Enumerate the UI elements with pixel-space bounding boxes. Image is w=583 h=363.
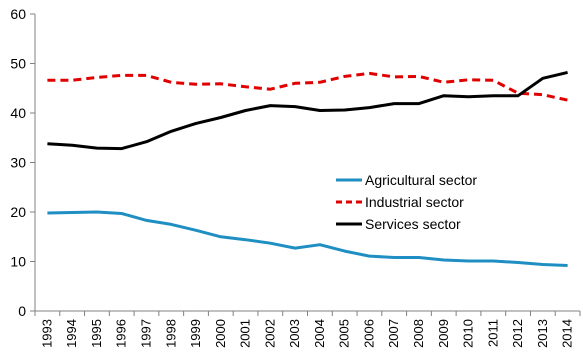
legend-label: Industrial sector [365, 194, 464, 210]
series-line-0 [47, 210, 568, 267]
x-tick-label: 2010 [461, 319, 476, 348]
x-tick-label: 1999 [188, 319, 203, 348]
x-tick-label: 1997 [138, 319, 153, 348]
x-tick-label: 2004 [312, 319, 327, 348]
y-tick-label: 10 [10, 254, 26, 270]
x-tick-label: 2013 [535, 319, 550, 348]
x-tick-label: 1998 [163, 319, 178, 348]
series-line-1 [47, 71, 568, 102]
x-tick-label: 2011 [485, 319, 500, 347]
y-tick-label: 30 [10, 155, 26, 171]
legend-label: Services sector [365, 216, 461, 232]
y-tick-label: 20 [10, 204, 26, 220]
y-tick-label: 0 [18, 303, 26, 319]
x-tick-label: 2007 [386, 319, 401, 348]
x-tick-label: 2009 [436, 319, 451, 348]
x-tick-label: 2002 [262, 319, 277, 348]
x-tick-label: 2006 [361, 319, 376, 348]
x-tick-label: 1996 [114, 319, 129, 348]
x-tick-label: 2014 [560, 319, 575, 348]
x-tick-label: 2003 [287, 319, 302, 348]
series-line-2 [47, 70, 568, 151]
x-tick-label: 1993 [39, 319, 54, 348]
y-tick-label: 50 [10, 56, 26, 72]
x-tick-label: 2005 [337, 319, 352, 348]
y-tick-label: 60 [10, 6, 26, 22]
x-tick-label: 2012 [510, 319, 525, 348]
x-tick-label: 1994 [64, 319, 79, 348]
legend-label: Agricultural sector [365, 172, 477, 188]
x-tick-label: 1995 [89, 319, 104, 348]
y-tick-label: 40 [10, 105, 26, 121]
x-tick-label: 2000 [213, 319, 228, 348]
x-tick-label: 2008 [411, 319, 426, 348]
x-tick-label: 2001 [238, 319, 253, 348]
